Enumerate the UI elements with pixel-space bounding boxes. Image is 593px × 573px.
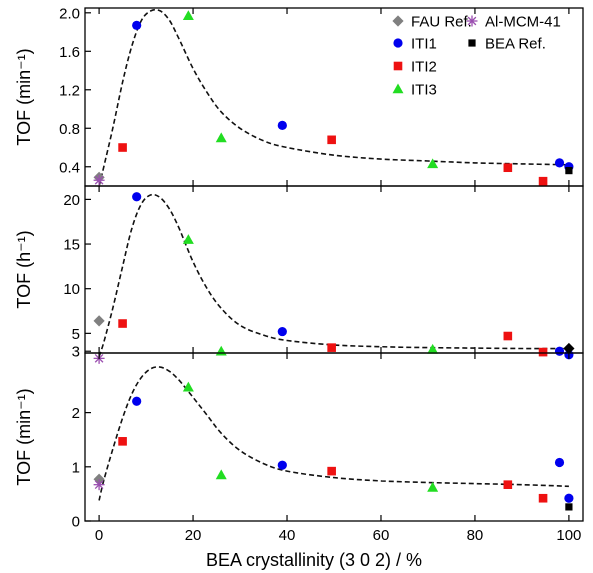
y-tick-label: 1: [72, 459, 80, 476]
data-point-iti2: [538, 493, 548, 503]
data-point-iti3: [215, 132, 227, 143]
data-point-al-mcm-41: [93, 174, 105, 186]
data-point-iti2: [503, 480, 513, 489]
y-tick-label: 2: [72, 405, 80, 422]
legend-label: ITI3: [411, 82, 437, 99]
data-point-iti2: [327, 466, 336, 476]
y-tick-label: 2.0: [59, 5, 80, 22]
data-point-iti3: [215, 469, 227, 480]
x-tick-label: 80: [467, 527, 484, 544]
data-point-iti1: [554, 346, 565, 356]
data-point-iti2: [118, 319, 127, 328]
data-point-iti1: [132, 396, 142, 406]
legend-label: ITI1: [411, 36, 437, 53]
data-point-iti3: [427, 481, 439, 492]
plot-frame: [84, 352, 584, 522]
legend-marker: [468, 39, 476, 47]
x-tick-label: 40: [279, 527, 296, 544]
fit-curve: [98, 193, 569, 357]
data-point-iti2: [118, 143, 127, 152]
data-point-iti1: [277, 326, 287, 337]
x-tick-label: 60: [373, 527, 390, 544]
panel-2: 35 10 15 20 TOF (h⁻¹): [14, 185, 584, 364]
y-axis-label: TOF (min⁻¹): [14, 48, 34, 145]
y-tick-label: 1.2: [59, 82, 80, 99]
plot-frame: [84, 185, 584, 354]
x-tick-label: 0: [95, 527, 103, 544]
data-point-iti3: [427, 158, 439, 169]
y-tick-label: 10: [63, 281, 80, 298]
legend-label: BEA Ref.: [485, 36, 546, 53]
legend-marker: [392, 15, 404, 27]
data-point-fau-ref-: [93, 315, 105, 327]
y-tick-label: 3: [72, 344, 80, 361]
data-point-iti2: [327, 343, 336, 352]
data-point-iti3: [182, 234, 194, 244]
y-tick-label: 0: [72, 514, 80, 531]
y-tick-label: 0.4: [59, 159, 80, 176]
data-point-iti2: [327, 135, 336, 145]
legend-label: ITI2: [411, 59, 437, 76]
data-point-iti3: [215, 345, 227, 356]
data-point-iti1: [132, 20, 142, 30]
y-tick-label: 5: [72, 326, 80, 343]
x-tick-label: 100: [556, 527, 581, 544]
data-point-iti2: [538, 176, 548, 186]
data-point-iti3: [182, 381, 194, 392]
data-point-bea-ref-: [565, 503, 573, 511]
fit-curve: [98, 8, 569, 187]
y-tick-label: 0.8: [59, 121, 80, 138]
data-point-iti1: [132, 192, 142, 202]
data-point-iti2: [503, 331, 513, 341]
y-axis-label: TOF (min⁻¹): [14, 388, 34, 485]
y-tick-label: 20: [63, 192, 80, 209]
data-point-iti1: [554, 158, 565, 168]
legend-label: Al-MCM-41: [485, 14, 561, 31]
data-point-iti2: [503, 163, 513, 173]
legend-marker: [393, 61, 403, 71]
data-point-iti2: [118, 437, 127, 446]
legend-marker: [466, 15, 478, 27]
data-point-iti1: [554, 457, 565, 468]
data-point-iti3: [182, 10, 194, 20]
y-axis-label: TOF (h⁻¹): [14, 230, 34, 308]
legend: FAU Ref. Al-MCM-41 ITI1 BEA Ref. ITI2 ITI3: [392, 14, 561, 99]
legend-label: FAU Ref.: [411, 14, 472, 31]
data-point-iti3: [427, 343, 439, 354]
x-axis-label: BEA crystallinity (3 0 2) / %: [206, 550, 422, 570]
data-point-bea-ref-: [563, 342, 575, 355]
y-tick-label: 15: [63, 237, 80, 254]
legend-marker: [393, 38, 403, 48]
data-point-iti1: [277, 460, 287, 470]
y-tick-label: 1.6: [59, 44, 80, 61]
data-point-iti2: [538, 347, 548, 357]
data-point-al-mcm-41: [93, 479, 105, 491]
data-point-iti1: [277, 120, 287, 130]
legend-marker: [392, 83, 404, 94]
x-tick-label: 20: [185, 527, 202, 544]
data-point-bea-ref-: [565, 167, 573, 175]
data-point-iti1: [564, 493, 574, 503]
fit-curve: [98, 366, 569, 501]
panel-1: 0.4 0.8 1.2 1.6 2.0 TOF (min⁻¹): [14, 5, 584, 187]
